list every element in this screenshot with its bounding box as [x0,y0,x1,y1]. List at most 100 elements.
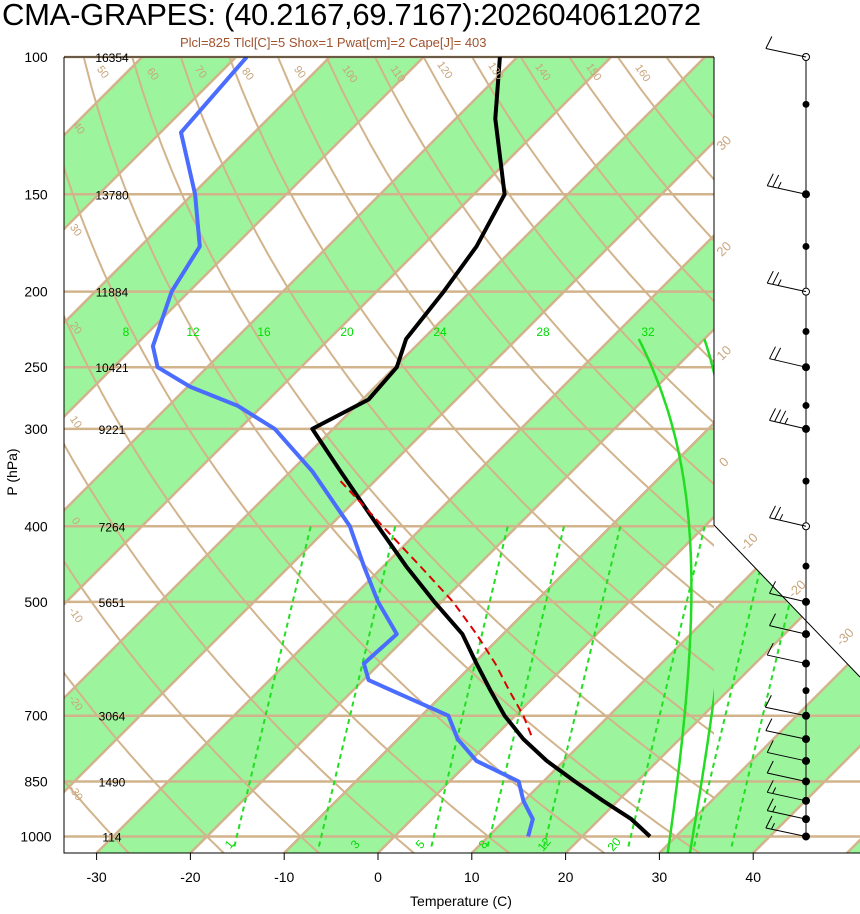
x-tick-label: 30 [652,869,668,885]
x-axis-label: Temperature (C) [410,893,512,909]
barb-shaft [769,625,807,635]
profiles [150,57,652,838]
barb-flag [774,409,782,422]
moist-adiabat-label: 24 [433,325,447,339]
barb-shaft [765,730,807,740]
mixing-ratio-line [430,526,509,847]
profile-dew-point [150,57,535,838]
moist-adiabat-label: 20 [340,325,354,339]
dry-adiabat [64,164,605,853]
pressure-tick-label: 200 [24,284,48,300]
isotherm-band [64,57,687,853]
x-tick-label: -10 [274,869,294,885]
mixing-ratio-line [627,526,706,847]
barb-station-dot [802,757,810,765]
barb-shaft [767,791,807,802]
pressure-tick-label: 100 [24,49,48,65]
barb-station-dot [802,630,810,638]
barb-flag [769,613,776,626]
wind-barb [769,505,810,531]
isotherm-label: -30 [833,625,857,649]
height-label: 5651 [99,596,126,610]
x-tick-label: 10 [464,869,480,885]
isotherm-band [456,57,860,853]
barb-flag [765,718,773,731]
isotherm-line [642,57,860,853]
dry-adiabat-label: -10 [66,605,85,625]
isotherm-line [64,57,407,853]
isotherm-bands [64,57,860,853]
frame-right [713,57,860,678]
wind-barb [766,173,810,199]
barb-half-flag [779,513,784,521]
barb-shaft [767,751,807,762]
dry-adiabat-label: 60 [144,66,161,83]
barb-flag [769,581,776,594]
isotherm-line [64,57,219,853]
barb-flag [769,505,776,519]
dry-adiabat-label: 70 [192,64,209,81]
dry-adiabat-label: 20 [67,320,84,337]
barb-station-dot [802,687,810,695]
barb-flag [764,695,772,708]
wind-barb [769,581,810,606]
barb-flag [772,272,780,285]
barb-flag [766,798,774,811]
dry-adiabat [82,57,700,853]
barb-flag [765,36,773,49]
height-label: 9221 [99,423,126,437]
x-tick-label: -20 [180,869,200,885]
isotherm-band [64,57,500,853]
barb-shaft [765,706,807,717]
barb-half-flag [777,181,782,189]
frame-left-bottom [63,57,860,854]
barb-shaft [769,419,807,430]
isotherm-line [267,57,860,853]
barb-shaft [767,282,807,293]
wind-barbs [764,36,810,841]
barb-station-dot [802,562,810,570]
isotherm-label: 10 [713,342,734,363]
barb-shaft [767,654,807,665]
isotherm-line [64,57,313,853]
pressure-tick-label: 500 [24,594,48,610]
moist-adiabat-label: 32 [641,325,655,339]
profile-temperature [310,57,652,838]
isotherm-line [64,57,594,853]
barb-station-dot [802,797,810,805]
barb-shaft [767,772,807,782]
barb-flag [769,408,776,421]
wind-barb [765,815,810,841]
x-tick-label: 40 [745,869,761,885]
height-label: 10421 [95,361,129,375]
isotherm-label: 20 [713,238,734,259]
barb-flag [766,270,774,284]
barb-shaft [767,185,807,195]
dry-adiabat [131,57,714,800]
isotherm-label: 30 [713,132,734,153]
barb-flag [772,174,780,188]
x-tick-label: 0 [374,869,382,885]
mixing-ratio-line [317,526,397,847]
pressure-tick-label: 1000 [20,828,51,844]
dry-adiabat-label: 120 [434,59,454,81]
pressure-tick-label: 400 [24,518,48,534]
barb-half-flag [771,822,775,830]
wind-barb [766,760,810,786]
barb-flag [769,346,776,359]
dry-adiabat-label: 50 [94,64,111,81]
isotherm-line [64,57,501,853]
dry-adiabat [276,57,714,609]
mixing-ratio-line [693,526,772,847]
height-label: 16354 [95,51,129,65]
isotherm-line [64,57,782,853]
moist-adiabat [637,338,693,853]
mixing-ratio-line [486,526,565,847]
plot-frame [63,56,860,854]
chart-subtitle: Plcl=825 Tlcl[C]=5 Shox=1 Pwat[cm]=2 Cap… [180,35,487,50]
barb-half-flag [772,787,777,794]
barb-shaft [765,48,807,58]
height-label: 1490 [99,775,126,789]
dry-adiabat [64,671,225,853]
barb-flag [766,780,774,793]
